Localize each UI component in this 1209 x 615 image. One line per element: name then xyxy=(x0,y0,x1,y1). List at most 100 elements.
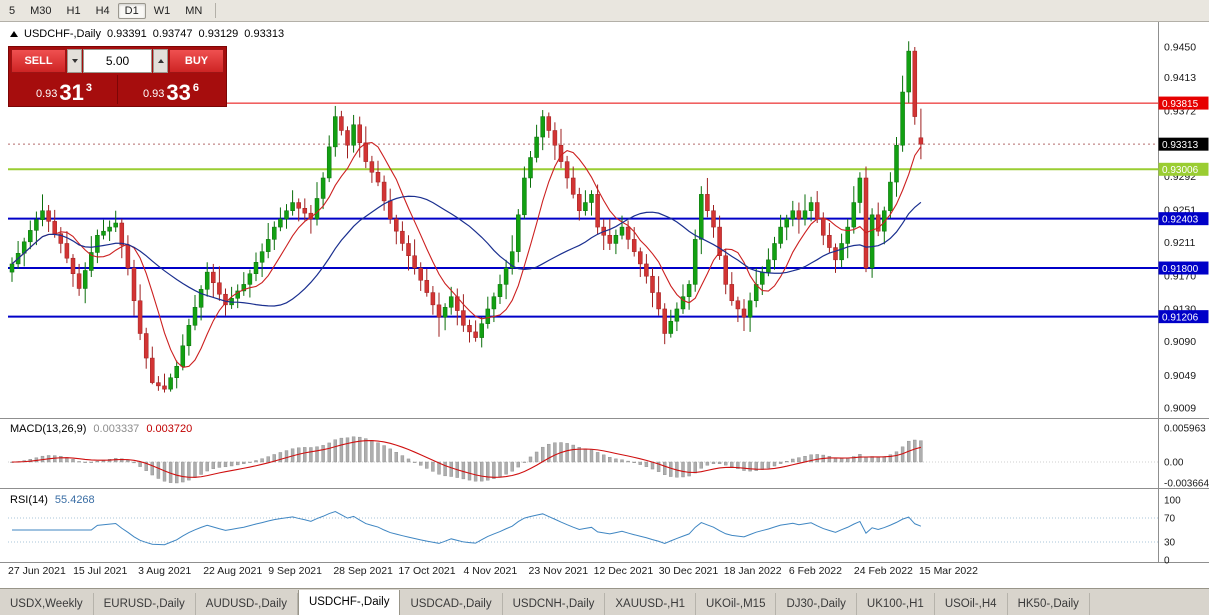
hline-badge-0.93815[interactable]: 0.93815 xyxy=(1158,96,1209,110)
price-chart-canvas[interactable]: 0.94500.94130.93720.93310.92920.92510.92… xyxy=(0,22,1209,588)
chart-tab-usdchf-daily[interactable]: USDCHF-,Daily xyxy=(297,590,401,615)
chart-tab-eurusd-daily[interactable]: EURUSD-,Daily xyxy=(94,593,196,615)
svg-text:12 Dec 2021: 12 Dec 2021 xyxy=(594,565,654,577)
candles-layer xyxy=(9,41,924,393)
ma-fast-line xyxy=(11,141,922,368)
svg-text:0.9450: 0.9450 xyxy=(1164,42,1196,54)
buy-price-point: 6 xyxy=(192,82,200,94)
ohlc-high: 0.93747 xyxy=(152,28,193,40)
svg-text:0.91800: 0.91800 xyxy=(1162,264,1199,275)
timeframe-button-h1[interactable]: H1 xyxy=(66,4,81,17)
buy-button[interactable]: BUY xyxy=(169,49,224,73)
chart-tab-xauusd-h1[interactable]: XAUUSD-,H1 xyxy=(605,593,697,615)
macd-main-value: 0.003337 xyxy=(93,423,140,435)
volume-decrease-button[interactable] xyxy=(67,49,82,73)
svg-text:3 Aug 2021: 3 Aug 2021 xyxy=(138,565,191,577)
svg-text:0.9413: 0.9413 xyxy=(1164,72,1196,84)
rsi-indicator-title: RSI(14) 55.4268 xyxy=(10,494,95,506)
timeframe-button-m30[interactable]: M30 xyxy=(30,4,52,17)
svg-text:30: 30 xyxy=(1164,538,1176,549)
price-divider xyxy=(117,75,118,104)
svg-text:0.9090: 0.9090 xyxy=(1164,336,1196,348)
rsi-line xyxy=(12,510,922,546)
chart-tab-ukoil-m15[interactable]: UKOil-,M15 xyxy=(696,593,777,615)
svg-text:70: 70 xyxy=(1164,514,1176,525)
svg-text:6 Feb 2022: 6 Feb 2022 xyxy=(789,565,842,577)
chart-tab-usoil-h4[interactable]: USOil-,H4 xyxy=(935,593,1008,615)
chart-tab-audusd-daily[interactable]: AUDUSD-,Daily xyxy=(196,593,298,615)
buy-price-display[interactable]: 0.93 33 6 xyxy=(118,75,224,104)
svg-text:0.93815: 0.93815 xyxy=(1162,99,1199,110)
hline-badge-0.91206[interactable]: 0.91206 xyxy=(1158,310,1209,323)
svg-text:18 Jan 2022: 18 Jan 2022 xyxy=(724,565,782,577)
hline-badge-0.91800[interactable]: 0.91800 xyxy=(1158,261,1209,275)
svg-text:0: 0 xyxy=(1164,556,1170,567)
svg-text:0.9211: 0.9211 xyxy=(1164,237,1195,249)
chart-tab-hk50-daily[interactable]: HK50-,Daily xyxy=(1008,593,1090,615)
chart-title: USDCHF-,Daily 0.93391 0.93747 0.93129 0.… xyxy=(10,28,284,40)
svg-text:24 Feb 2022: 24 Feb 2022 xyxy=(854,565,913,577)
svg-text:22 Aug 2021: 22 Aug 2021 xyxy=(203,565,262,577)
horizontal-lines-layer[interactable] xyxy=(8,102,1158,318)
ma-slow-line xyxy=(11,195,922,307)
arrow-up-icon xyxy=(157,59,164,63)
one-click-trading-panel: SELL BUY 0.93 31 3 0.93 33 6 xyxy=(8,46,227,107)
hline-badge-0.92403[interactable]: 0.92403 xyxy=(1158,212,1209,225)
collapse-arrow-icon[interactable] xyxy=(10,31,18,37)
svg-text:15 Mar 2022: 15 Mar 2022 xyxy=(919,565,978,577)
arrow-down-icon xyxy=(71,59,78,63)
sell-price-display[interactable]: 0.93 31 3 xyxy=(11,75,117,104)
macd-name: MACD(13,26,9) xyxy=(10,423,87,435)
panel-separators xyxy=(0,22,1209,563)
chart-symbol-label: USDCHF-,Daily xyxy=(24,28,101,40)
svg-text:-0.003664: -0.003664 xyxy=(1164,478,1209,489)
sell-price-pips: 31 xyxy=(59,80,84,105)
timeframe-button-d1[interactable]: D1 xyxy=(117,2,146,19)
bid-price-badge[interactable]: 0.93313 xyxy=(1158,137,1209,151)
svg-text:0.9009: 0.9009 xyxy=(1164,402,1196,414)
chart-tab-dj30-daily[interactable]: DJ30-,Daily xyxy=(776,593,857,615)
chart-tab-usdx-weekly[interactable]: USDX,Weekly xyxy=(0,593,94,615)
chart-tab-usdcnh-daily[interactable]: USDCNH-,Daily xyxy=(503,593,606,615)
ohlc-low: 0.93129 xyxy=(198,28,239,40)
sell-price-prefix: 0.93 xyxy=(35,88,58,100)
timeframe-button-h4[interactable]: H4 xyxy=(95,4,110,17)
svg-text:0.92403: 0.92403 xyxy=(1162,214,1199,225)
svg-text:17 Oct 2021: 17 Oct 2021 xyxy=(398,565,455,577)
svg-text:0.005963: 0.005963 xyxy=(1164,423,1206,434)
svg-text:30 Dec 2021: 30 Dec 2021 xyxy=(659,565,719,577)
rsi-axis: 100 70 30 0 xyxy=(1164,496,1181,567)
hline-badge-0.93006[interactable]: 0.93006 xyxy=(1158,162,1209,176)
svg-text:28 Sep 2021: 28 Sep 2021 xyxy=(333,565,393,577)
chart-tab-uk100-h1[interactable]: UK100-,H1 xyxy=(857,593,935,615)
svg-text:4 Nov 2021: 4 Nov 2021 xyxy=(463,565,517,577)
volume-input[interactable] xyxy=(83,49,152,73)
timeframe-button-w1[interactable]: W1 xyxy=(153,4,171,17)
svg-text:27 Jun 2021: 27 Jun 2021 xyxy=(8,565,66,577)
svg-text:0.00: 0.00 xyxy=(1164,458,1184,469)
ohlc-close: 0.93313 xyxy=(244,28,285,40)
buy-price-prefix: 0.93 xyxy=(142,88,165,100)
macd-signal-line xyxy=(11,440,922,478)
macd-signal-value: 0.003720 xyxy=(146,423,193,435)
timeframe-toolbar: 5 M30 H1 H4 D1 W1 MN xyxy=(0,0,1209,22)
svg-text:23 Nov 2021: 23 Nov 2021 xyxy=(529,565,589,577)
rsi-panel xyxy=(8,510,1158,546)
macd-axis: 0.005963 0.00 -0.003664 xyxy=(1164,423,1209,489)
timeframe-button-mn[interactable]: MN xyxy=(185,4,203,17)
chart-tab-bar: USDX,Weekly EURUSD-,Daily AUDUSD-,Daily USD… xyxy=(0,588,1209,615)
macd-indicator-title: MACD(13,26,9) 0.003337 0.003720 xyxy=(10,423,192,435)
svg-text:9 Sep 2021: 9 Sep 2021 xyxy=(268,565,322,577)
rsi-name: RSI(14) xyxy=(10,494,48,506)
timeframe-button-5[interactable]: 5 xyxy=(9,4,16,17)
ohlc-open: 0.93391 xyxy=(107,28,147,40)
sell-price-point: 3 xyxy=(85,82,93,94)
svg-text:0.91206: 0.91206 xyxy=(1162,312,1199,323)
svg-text:100: 100 xyxy=(1164,496,1181,507)
svg-text:0.93006: 0.93006 xyxy=(1162,165,1199,176)
sell-button[interactable]: SELL xyxy=(11,49,66,73)
chart-region: 0.94500.94130.93720.93310.92920.92510.92… xyxy=(0,22,1209,588)
chart-tab-usdcad-daily[interactable]: USDCAD-,Daily xyxy=(400,593,503,615)
volume-increase-button[interactable] xyxy=(153,49,168,73)
toolbar-divider xyxy=(215,3,217,18)
